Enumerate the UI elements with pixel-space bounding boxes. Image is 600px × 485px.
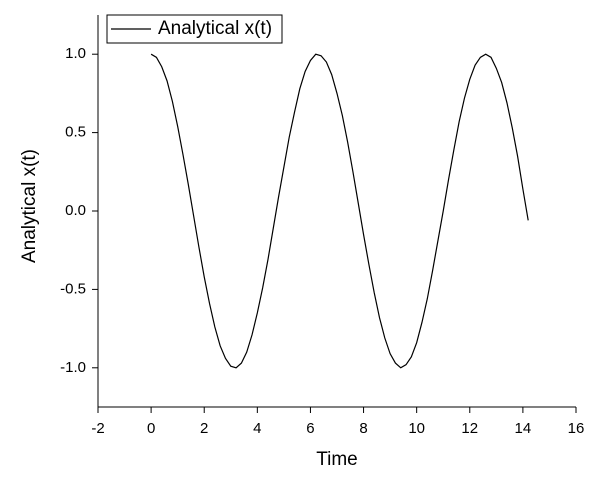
x-tick-label: 4 <box>253 420 261 437</box>
series-line <box>150 53 529 369</box>
x-tick-label: 16 <box>568 420 585 437</box>
x-tick-label: 8 <box>359 420 367 437</box>
x-tick-label: 2 <box>200 420 208 437</box>
x-tick-label: 14 <box>515 420 532 437</box>
x-tick-label: 6 <box>306 420 314 437</box>
y-tick-label: -1.0 <box>60 359 86 376</box>
y-tick-label: 1.0 <box>65 45 86 62</box>
x-tick-label: -2 <box>91 420 104 437</box>
x-tick-label: 12 <box>461 420 478 437</box>
y-axis-label: Analytical x(t) <box>19 149 40 263</box>
y-tick-label: -0.5 <box>60 280 86 297</box>
x-tick-label: 10 <box>408 420 425 437</box>
legend-label: Analytical x(t) <box>158 18 272 39</box>
x-tick-label: 0 <box>147 420 155 437</box>
y-tick-label: 0.0 <box>65 202 86 219</box>
y-tick-label: 0.5 <box>65 124 86 141</box>
x-axis-label: Time <box>316 449 358 470</box>
